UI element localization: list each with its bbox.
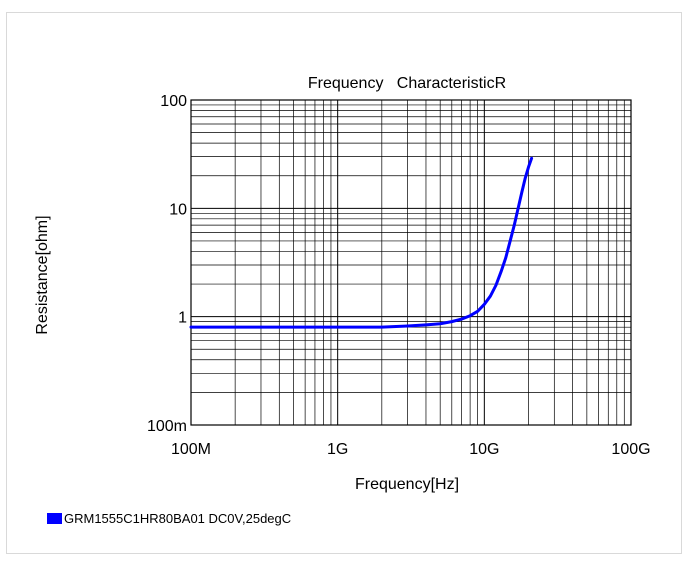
plot-area bbox=[190, 99, 632, 426]
tick-labels: 100M 1G 10G 100G 100m 1 10 100 bbox=[147, 93, 651, 458]
series-layer bbox=[189, 156, 534, 329]
chart-frame: Frequency CharacteristicR Resistance[ohm… bbox=[6, 12, 682, 554]
y-tick-label: 100 bbox=[160, 93, 187, 110]
x-axis-label: Frequency[Hz] bbox=[355, 476, 459, 493]
series-line bbox=[189, 156, 534, 329]
y-tick-label: 1 bbox=[178, 310, 187, 327]
y-tick-label: 100m bbox=[147, 418, 187, 435]
legend-label: GRM1555C1HR80BA01 DC0V,25degC bbox=[64, 511, 292, 526]
chart-title: Frequency CharacteristicR bbox=[308, 75, 506, 92]
x-tick-label: 1G bbox=[327, 441, 348, 458]
x-tick-label: 100M bbox=[171, 441, 211, 458]
grid bbox=[191, 100, 631, 425]
legend-swatch bbox=[47, 513, 62, 524]
y-axis-label: Resistance[ohm] bbox=[34, 215, 51, 334]
legend: GRM1555C1HR80BA01 DC0V,25degC bbox=[47, 511, 291, 526]
y-tick-label: 10 bbox=[169, 201, 187, 218]
x-tick-label: 100G bbox=[611, 441, 650, 458]
chart: Frequency CharacteristicR Resistance[ohm… bbox=[34, 75, 651, 493]
x-tick-label: 10G bbox=[469, 441, 499, 458]
